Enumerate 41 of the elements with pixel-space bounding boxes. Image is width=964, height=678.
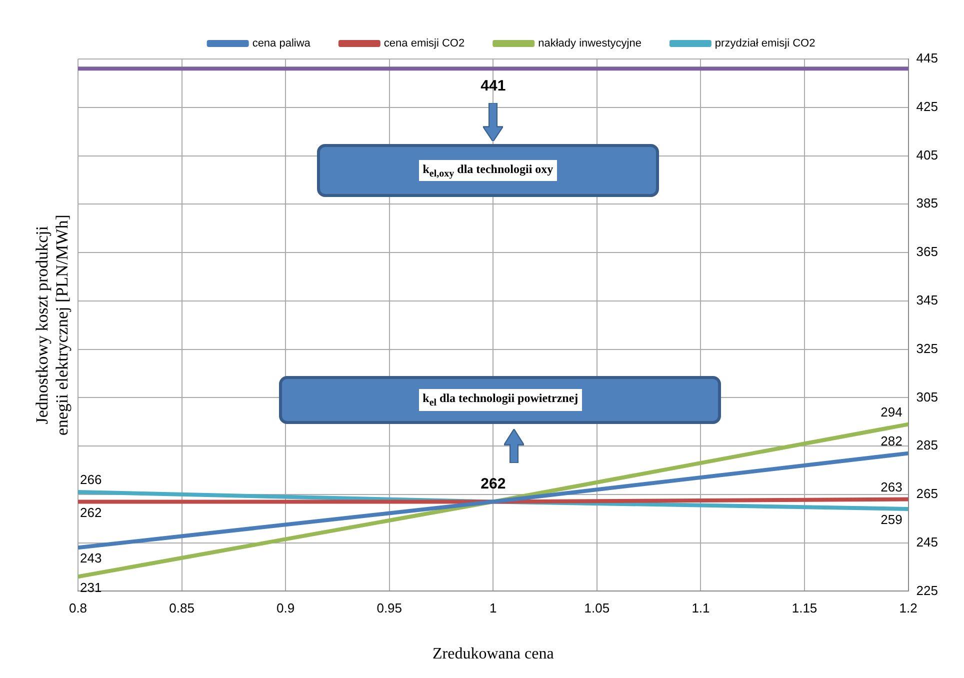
x-tick-label: 0.95: [376, 600, 402, 616]
y-tick-label: 245: [916, 534, 938, 550]
x-tick-label: 1: [490, 600, 497, 616]
data-label: 263: [880, 479, 902, 494]
data-label: 266: [80, 472, 102, 488]
y-tick-label: 225: [916, 582, 938, 598]
data-label: 259: [880, 512, 902, 528]
y-tick-label: 305: [916, 389, 938, 404]
data-label: 231: [80, 580, 102, 595]
legend-label: cena paliwa: [252, 38, 312, 50]
y-tick-label: 285: [916, 438, 938, 453]
y-tick-label: 385: [916, 196, 938, 211]
x-tick-label: 0.8: [68, 600, 88, 616]
y-tick-label: 445: [916, 50, 938, 66]
y-tick-label: 365: [916, 244, 938, 260]
x-tick-label: 1.15: [792, 600, 818, 616]
annotation: 441: [480, 77, 506, 94]
y-tick-label: 325: [916, 340, 938, 356]
x-axis-title: Zredukowana cena: [432, 646, 554, 663]
callout-box: k$_{el}$ dla technologii powietrznej: [279, 376, 722, 424]
y-tick-label: 405: [916, 147, 938, 162]
data-label: 243: [80, 550, 102, 566]
annotation: k$_{el}$ dla technologii powietrznej: [418, 389, 582, 411]
legend-label: nakłady inwestycyjne: [538, 38, 642, 50]
legend-label: cena emisji CO2: [384, 38, 465, 50]
x-tick-label: 1.2: [899, 600, 918, 616]
data-label: 294: [880, 404, 902, 420]
legend-label: przydział emisji CO2: [714, 38, 816, 50]
data-label: 262: [80, 504, 102, 520]
y-tick-label: 265: [916, 486, 938, 502]
y-tick-label: 345: [916, 292, 938, 308]
data-label: 282: [880, 433, 902, 448]
annotation: 262: [480, 475, 506, 492]
x-tick-label: 1.1: [692, 600, 710, 616]
x-tick-label: 0.85: [169, 600, 194, 616]
y-tick-label: 425: [916, 98, 938, 114]
callout-box: k$_{el,oxy}$ dla technologii oxy: [316, 144, 660, 197]
y-axis-title: Jednostkowy koszt produkcji enegii elektrycznej [PLN/MWh]: [32, 214, 72, 436]
annotation: k$_{el,oxy}$ dla technologii oxy: [418, 160, 558, 181]
x-tick-label: 1.05: [584, 600, 610, 616]
x-tick-label: 0.9: [276, 600, 295, 616]
